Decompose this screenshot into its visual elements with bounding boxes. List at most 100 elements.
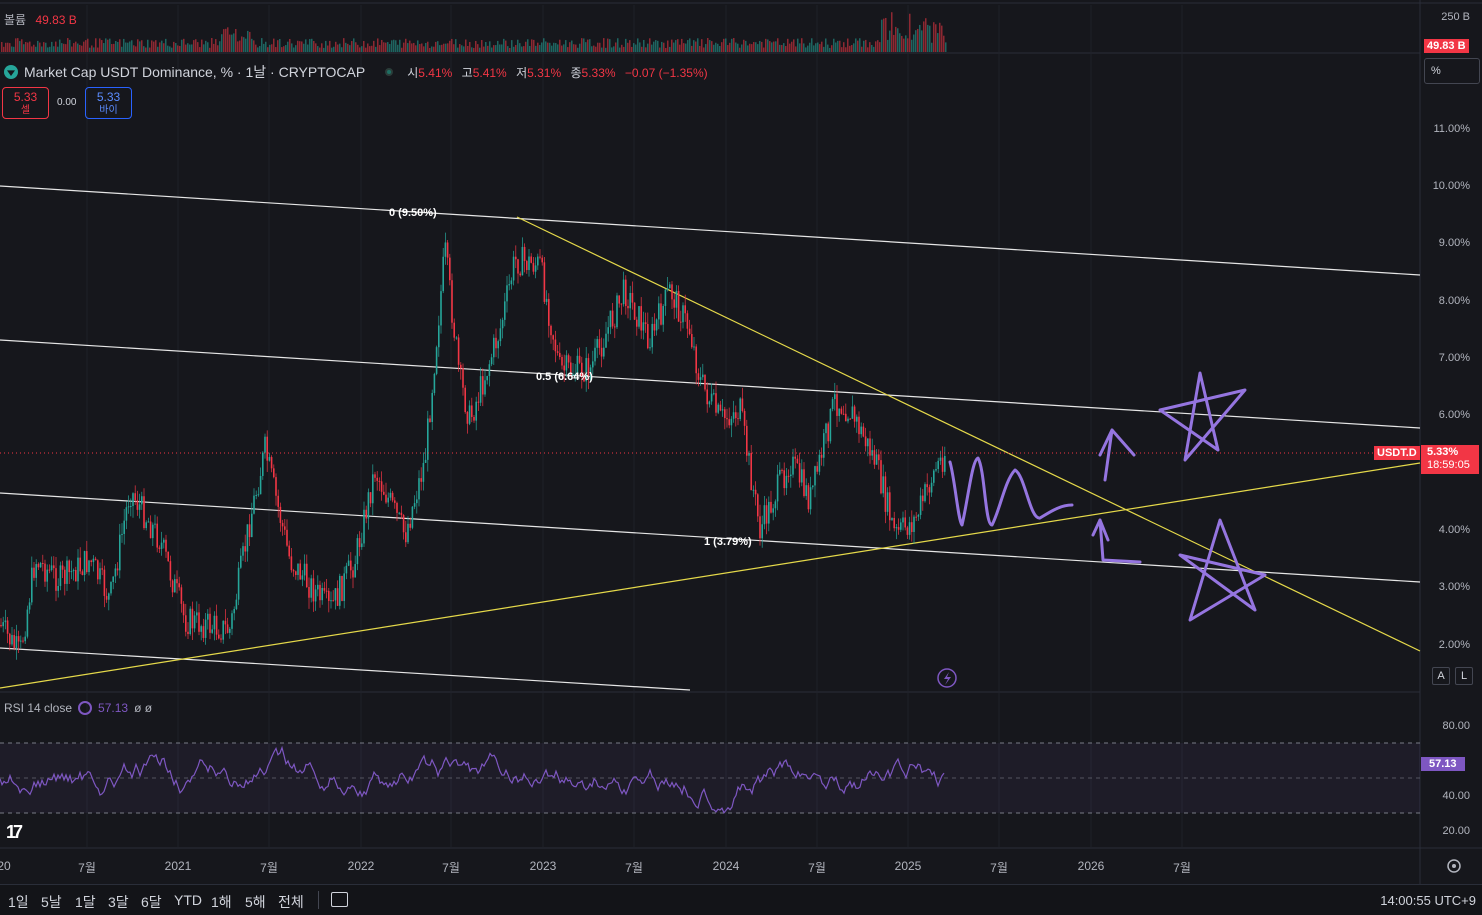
- range-button-5d[interactable]: 5날: [41, 894, 62, 910]
- volume-bar: [131, 40, 133, 52]
- range-button-all[interactable]: 전체: [278, 894, 304, 910]
- range-button-3m[interactable]: 3달: [108, 894, 129, 910]
- candle-body: [233, 608, 235, 614]
- candle-body: [218, 634, 220, 639]
- auto-scale-button[interactable]: A: [1432, 667, 1450, 685]
- time-label: 20: [0, 859, 11, 873]
- candle-body: [185, 615, 187, 632]
- candle-body: [567, 355, 570, 363]
- volume-bar: [321, 43, 323, 52]
- volume-bar: [925, 18, 927, 52]
- range-button-1d[interactable]: 1일: [8, 894, 29, 910]
- range-button-ytd[interactable]: YTD: [174, 892, 202, 908]
- volume-bar: [749, 43, 751, 52]
- volume-bar: [245, 38, 247, 52]
- volume-bar: [445, 43, 447, 52]
- candle-body: [926, 484, 928, 488]
- candle-body: [814, 466, 816, 486]
- volume-bar: [175, 43, 177, 52]
- volume-bar: [169, 46, 171, 52]
- candle-body: [759, 516, 761, 539]
- volume-bar: [421, 43, 423, 52]
- candle-body: [666, 288, 669, 290]
- volume-bar: [691, 45, 693, 52]
- volume-bar: [661, 41, 663, 52]
- lightning-icon[interactable]: [937, 668, 957, 688]
- candle-body: [295, 571, 297, 575]
- volume-bar: [465, 39, 467, 52]
- clock[interactable]: 14:00:55 UTC+9: [1380, 893, 1476, 908]
- volume-bar: [391, 40, 393, 52]
- candle-body: [660, 303, 662, 325]
- candle-body: [391, 492, 394, 501]
- range-button-5y[interactable]: 5해: [245, 894, 266, 910]
- volume-bar: [689, 38, 691, 52]
- candle-body: [790, 474, 792, 477]
- candle-body: [563, 365, 565, 371]
- candle-body: [761, 524, 763, 539]
- candle-body: [312, 578, 315, 602]
- symbol-title[interactable]: Market Cap USDT Dominance, % · 1날 · CRYP…: [24, 64, 366, 80]
- candle-body: [468, 405, 471, 424]
- candle-body: [878, 454, 880, 461]
- rsi-legend[interactable]: RSI 14 close 57.13 ø ø: [4, 701, 152, 715]
- candle-body: [770, 501, 772, 513]
- volume-bar: [571, 40, 573, 52]
- candle-body: [550, 325, 552, 336]
- volume-bar: [111, 44, 113, 52]
- candle-body: [367, 492, 370, 519]
- volume-bar: [757, 44, 759, 52]
- sell-button[interactable]: 5.33 셀: [2, 87, 49, 119]
- tradingview-logo[interactable]: 17: [6, 822, 23, 842]
- candle-body: [11, 635, 13, 645]
- volume-bar: [759, 40, 761, 52]
- volume-bar: [177, 45, 179, 52]
- volume-bar: [295, 45, 297, 52]
- candle-body: [347, 560, 350, 566]
- volume-bar: [515, 44, 517, 52]
- candle-body: [136, 500, 139, 510]
- volume-bar: [903, 38, 905, 52]
- percent-mode-button[interactable]: %: [1424, 58, 1480, 84]
- candle-body: [556, 351, 559, 353]
- volume-bar: [521, 46, 523, 52]
- volume-bar: [797, 38, 799, 52]
- candle-body: [303, 563, 306, 576]
- candle-body: [897, 527, 900, 530]
- symbol-legend[interactable]: Market Cap USDT Dominance, % · 1날 · CRYP…: [4, 62, 714, 82]
- range-button-1y[interactable]: 1해: [211, 894, 232, 910]
- candle-body: [180, 587, 183, 604]
- volume-bar: [659, 47, 661, 52]
- candle-body: [380, 481, 383, 492]
- volume-bar: [137, 39, 139, 52]
- range-button-6m[interactable]: 6달: [141, 894, 162, 910]
- candle-body: [869, 438, 871, 456]
- range-button-1m[interactable]: 1달: [75, 894, 96, 910]
- gear-icon[interactable]: [1447, 859, 1461, 873]
- volume-bar: [583, 38, 585, 52]
- volume-bar: [765, 38, 767, 52]
- volume-bar: [37, 40, 39, 52]
- volume-bar: [483, 46, 485, 52]
- candle-body: [574, 373, 576, 375]
- volume-bar: [715, 42, 717, 52]
- volume-bar: [77, 43, 79, 52]
- volume-bar: [849, 45, 851, 52]
- candle-body: [99, 568, 101, 580]
- candle-body: [774, 501, 777, 509]
- log-scale-button[interactable]: L: [1455, 667, 1473, 685]
- candle-body: [548, 298, 550, 326]
- candle-body: [229, 628, 231, 633]
- volume-bar: [325, 40, 327, 52]
- buy-button[interactable]: 5.33 바이: [85, 87, 132, 119]
- candle-body: [286, 529, 288, 546]
- calendar-icon[interactable]: [331, 892, 348, 907]
- volume-bar: [873, 46, 875, 52]
- volume-bar: [507, 46, 509, 52]
- volume-bar: [185, 44, 187, 52]
- volume-bar: [923, 21, 925, 52]
- candle-body: [576, 355, 579, 374]
- volume-bar: [109, 38, 111, 52]
- hand-drawings: [948, 371, 1267, 622]
